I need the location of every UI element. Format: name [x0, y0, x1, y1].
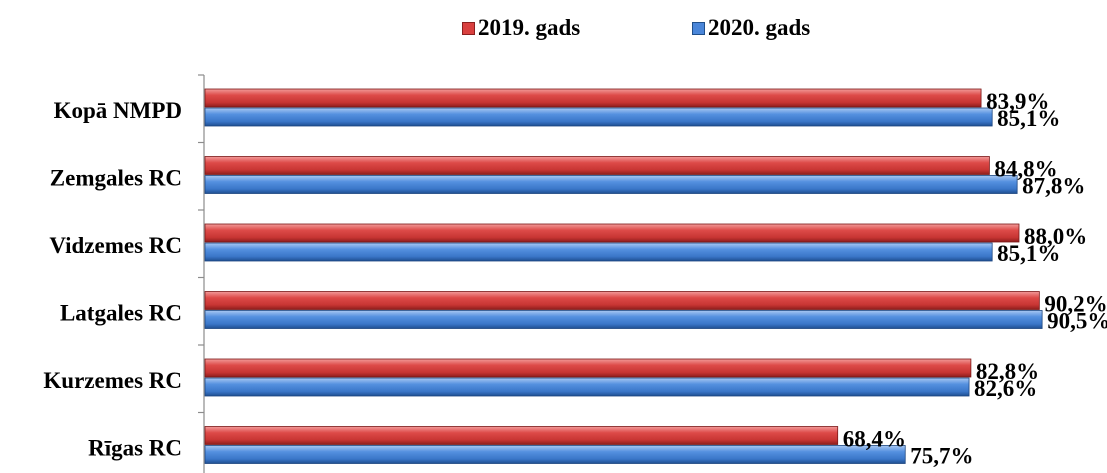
category-label: Vidzemes RC: [49, 233, 182, 258]
bar-2020-gads: [204, 310, 1043, 329]
data-label: 90,5%: [1047, 309, 1107, 334]
bar-2019-gads: [204, 223, 1020, 243]
category-label: Zemgales RC: [50, 166, 182, 191]
data-label: 88,0%: [1024, 224, 1087, 249]
data-label: 75,7%: [910, 444, 973, 469]
data-label: 84,8%: [994, 157, 1057, 182]
data-label: 82,8%: [976, 359, 1039, 384]
data-label: 87,8%: [1022, 174, 1085, 199]
legend-item-2019: 2019. gads: [462, 15, 580, 41]
bar-2020-gads: [204, 242, 993, 262]
legend-swatch-2019: [462, 21, 475, 35]
legend: 2019. gads 2020. gads: [0, 15, 1107, 45]
category-label: Latgales RC: [60, 301, 182, 326]
data-label: 85,1%: [997, 241, 1060, 266]
bar-2020-gads: [204, 175, 1018, 194]
data-label: 68,4%: [843, 427, 906, 452]
bar-2019-gads: [204, 156, 990, 175]
data-label: 85,1%: [997, 106, 1060, 131]
bar-2019-gads: [204, 88, 982, 108]
legend-label-2020: 2020. gads: [708, 15, 811, 40]
bar-2020-gads: [204, 107, 993, 127]
data-label: 82,6%: [974, 376, 1037, 401]
legend-swatch-2020: [692, 21, 705, 35]
category-label: Kurzemes RC: [43, 368, 182, 393]
legend-label-2019: 2019. gads: [478, 15, 581, 40]
bar-2019-gads: [204, 358, 972, 378]
category-label: Kopā NMPD: [54, 98, 182, 123]
bar-2020-gads: [204, 445, 906, 464]
data-label: 83,9%: [986, 89, 1049, 114]
category-label: Rīgas RC: [88, 436, 182, 461]
bar-2019-gads: [204, 426, 839, 445]
bar-2019-gads: [204, 291, 1040, 310]
data-label: 90,2%: [1044, 292, 1107, 317]
bar-2020-gads: [204, 377, 970, 397]
legend-item-2020: 2020. gads: [692, 15, 810, 41]
